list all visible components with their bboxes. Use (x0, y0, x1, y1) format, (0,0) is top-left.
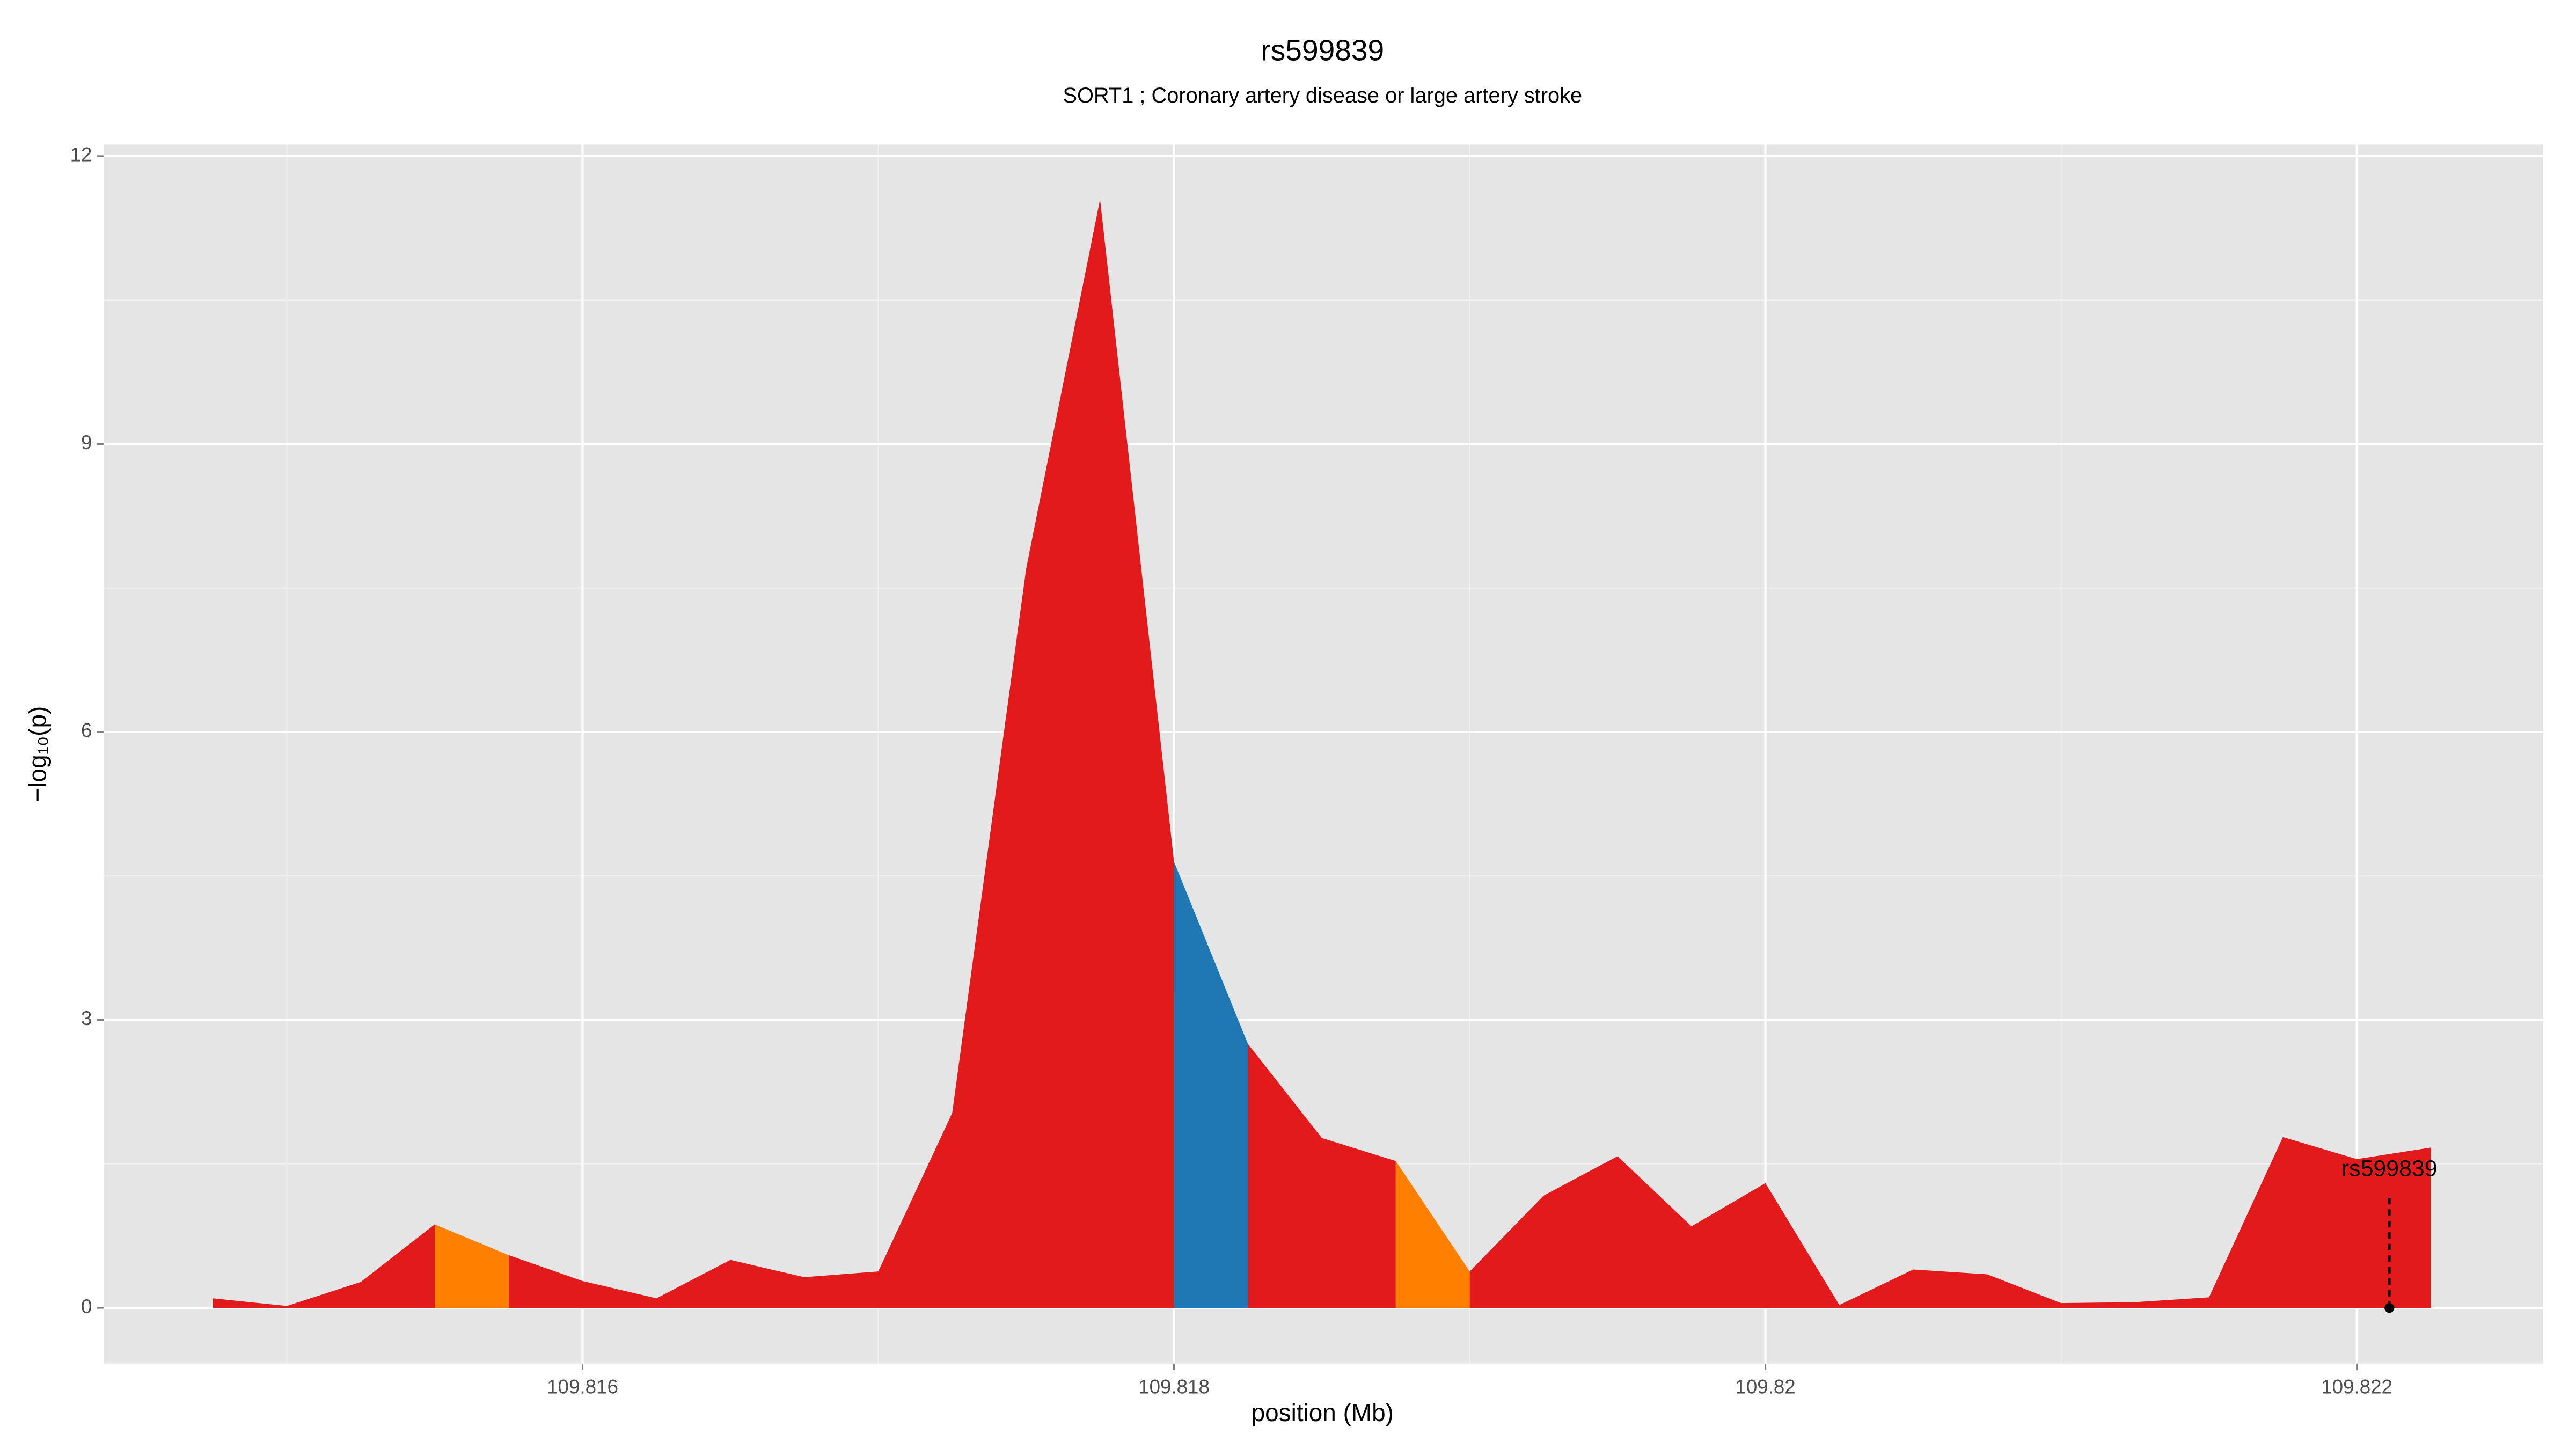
area (508, 199, 1174, 1308)
y-tick-label: 12 (70, 144, 92, 166)
annotation-label: rs599839 (2341, 1155, 2438, 1181)
axes: 0 3 6 9 12 109.816 109.818 109.82 109.822 (70, 144, 2392, 1398)
area (1469, 1137, 2431, 1308)
area (1248, 1044, 1396, 1308)
area (435, 1224, 509, 1308)
x-axis-title: position (Mb) (1252, 1399, 1394, 1426)
x-tick-label: 109.82 (1735, 1375, 1795, 1397)
y-tick-label: 0 (81, 1296, 92, 1318)
y-tick-label: 9 (81, 431, 92, 453)
marks: rs599839 (213, 199, 2438, 1313)
area (1174, 861, 1248, 1308)
y-axis-title: −log₁₀(p) (24, 706, 52, 802)
y-tick-label: 6 (81, 720, 92, 742)
chart-subtitle: SORT1 ; Coronary artery disease or large… (1063, 84, 1582, 107)
y-tick-label: 3 (81, 1007, 92, 1029)
chart-title: rs599839 (1261, 34, 1384, 67)
area (1395, 1161, 1470, 1308)
annotation-point (2384, 1302, 2395, 1313)
x-tick-label: 109.816 (547, 1375, 618, 1397)
x-tick-label: 109.822 (2321, 1375, 2392, 1397)
area (213, 1224, 435, 1308)
x-tick-label: 109.818 (1138, 1375, 1210, 1397)
